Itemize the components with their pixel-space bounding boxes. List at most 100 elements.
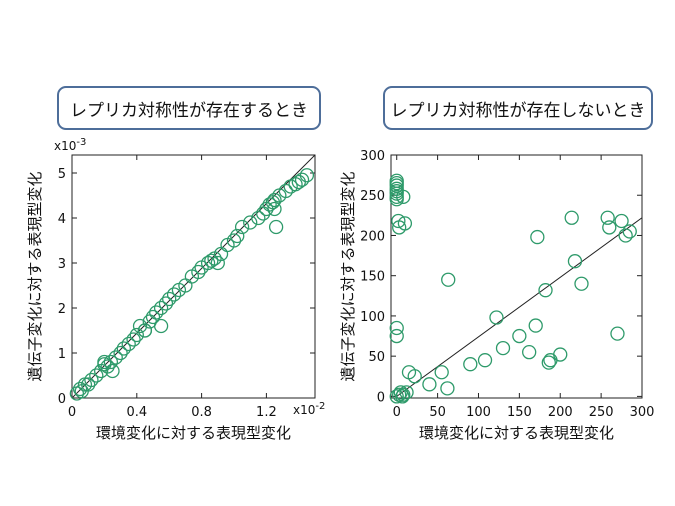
left-data-point [126,332,141,347]
right-y-tick-label: 250 [360,189,385,204]
right-data-point [602,220,617,235]
left-y-axis-label: 遺伝子変化に対する表現型変化 [26,171,44,381]
right-x-axis-label: 環境変化に対する表現型変化 [419,424,614,442]
left-data-point [158,296,174,311]
left-data-point [121,336,136,352]
right-data-point [389,320,404,336]
right-data-point [564,210,579,225]
left-data-point [230,228,245,244]
left-data-point [267,192,282,208]
right-data-point [397,216,413,231]
right-data-point [392,387,407,402]
left-data-point [113,345,128,361]
left-data-point [72,381,88,397]
right-data-point [530,229,545,245]
right-data-point [389,178,404,193]
right-data-point [610,326,625,341]
right-data-point [618,228,633,243]
right-data-point [396,387,411,402]
left-y-tick-label: 2 [58,302,66,317]
left-data-point [234,219,250,235]
right-data-point [614,213,629,229]
left-data-point [116,341,131,356]
right-data-point [434,365,449,380]
right-data-point [440,381,455,396]
right-y-tick-label: 200 [360,229,385,244]
right-data-point [477,353,493,368]
right-y-axis-label: 遺伝子変化に対する表現型変化 [339,171,357,381]
left-y-tick-label: 0 [58,392,66,407]
left-data-point [166,287,182,302]
chart-title-left: レプリカ対称性が存在するとき [57,86,321,130]
right-data-point [528,318,543,333]
left-data-point [89,368,104,383]
right-data-point [574,276,589,291]
right-y-tick-label: 150 [360,270,385,285]
left-data-point [268,219,284,235]
right-data-point [391,213,406,229]
left-x-tick-label: 1.2 [256,405,277,420]
right-x-tick-label: 100 [466,405,491,420]
right-data-point [389,328,404,344]
right-data-point [541,355,556,370]
right-plot-frame [390,154,643,399]
right-data-point [567,254,583,269]
right-x-tick-label: 0 [393,405,401,420]
right-x-tick-label: 200 [548,405,573,420]
left-y-tick-label: 1 [58,347,66,362]
left-data-point [81,377,96,392]
left-data-point [145,309,161,325]
left-data-point [84,372,99,388]
left-y-tick-label: 3 [58,257,66,272]
left-data-point [97,354,112,370]
left-data-point [153,300,169,316]
right-data-point [389,192,404,207]
left-y-tick-label: 5 [58,167,66,182]
right-data-point [399,385,414,400]
right-x-tick-label: 250 [589,405,614,420]
right-data-point [441,272,456,287]
right-data-point [522,344,537,360]
left-y-multiplier: x10-3 [54,137,86,153]
right-y-tick-label: 0 [377,390,385,405]
right-data-point [463,357,478,372]
left-data-point [137,323,153,338]
right-y-tick-label: 100 [360,310,385,325]
right-data-point [489,310,504,325]
left-x-multiplier: x10-2 [293,401,325,417]
chart-title-right: レプリカ対称性が存在しないとき [383,86,653,130]
left-data-point [243,215,258,230]
right-fit-line [396,217,643,397]
right-data-point [495,340,511,356]
left-data-point [262,197,277,212]
left-x-tick-label: 0.4 [126,405,147,420]
left-data-point [191,264,206,280]
left-data-point [251,210,266,226]
right-data-point [407,369,422,384]
left-data-point [105,363,120,379]
left-plot-frame [71,154,316,399]
left-data-point [132,318,148,334]
left-x-tick-label: 0.8 [191,405,212,420]
left-data-point [129,327,144,343]
left-data-point [204,253,219,268]
left-x-tick-label: 0 [68,405,76,420]
right-data-point [553,347,568,362]
right-y-tick-label: 300 [360,149,385,164]
left-data-point [267,201,282,217]
left-data-point [278,183,293,199]
right-x-tick-label: 150 [507,405,532,420]
right-x-tick-label: 50 [429,405,446,420]
left-data-point [210,255,225,271]
right-data-point [600,210,615,225]
left-x-axis-label: 環境変化に対する表現型変化 [96,424,291,442]
right-data-point [389,389,404,404]
left-data-point [299,168,315,183]
right-data-point [389,186,404,201]
left-data-point [294,172,310,187]
left-data-point [103,354,119,370]
left-data-point [153,318,169,334]
left-data-point [149,305,164,320]
right-y-tick-label: 50 [368,350,385,365]
